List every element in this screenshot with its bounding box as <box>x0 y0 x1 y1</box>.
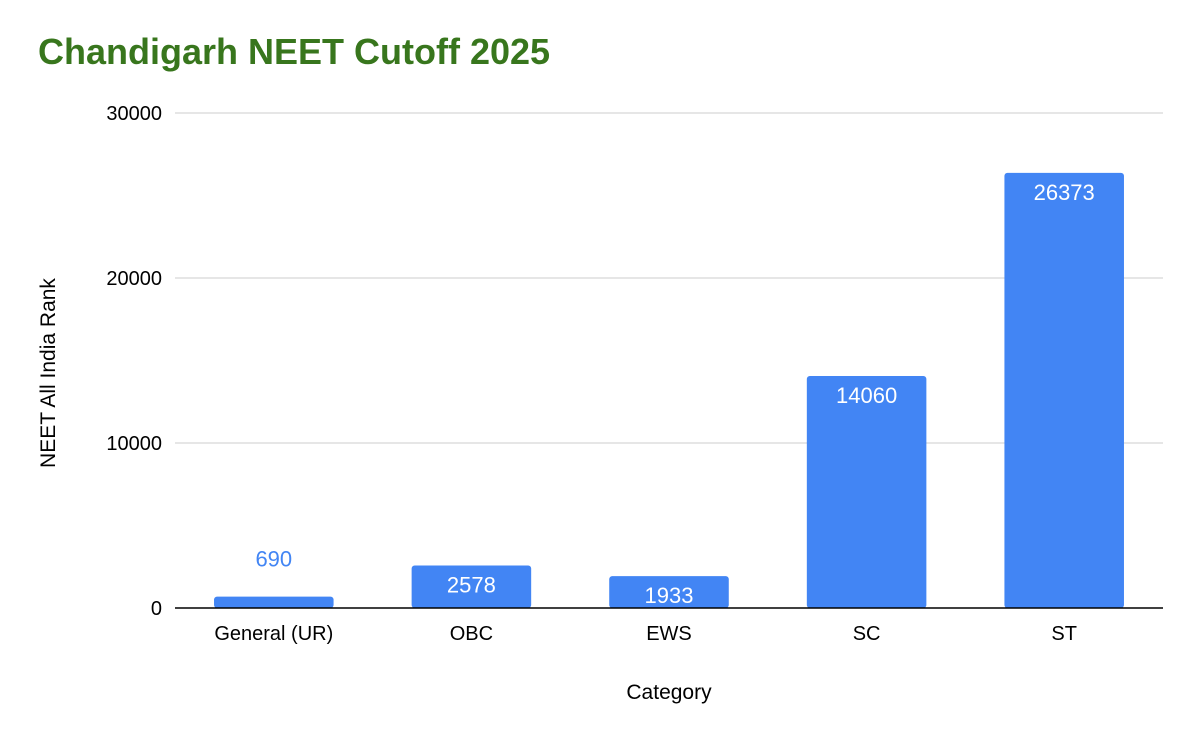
bar <box>411 565 532 608</box>
x-tick-label: General (UR) <box>214 623 333 645</box>
data-label: 1933 <box>645 583 694 608</box>
y-tick-label: 30000 <box>106 103 162 125</box>
x-axis-ticks: General (UR) OBC EWS SC ST <box>214 623 1077 645</box>
data-label: 26373 <box>1034 180 1095 205</box>
bar <box>806 376 927 608</box>
x-tick-label: EWS <box>646 623 692 645</box>
x-tick-label: SC <box>853 623 881 645</box>
x-axis-title: Category <box>626 681 712 704</box>
chart-title: Chandigarh NEET Cutoff 2025 <box>38 31 551 72</box>
x-tick-label: ST <box>1051 623 1077 645</box>
bar <box>1004 172 1124 608</box>
data-label: 690 <box>255 547 292 572</box>
y-tick-label: 20000 <box>106 268 162 290</box>
bar <box>214 596 334 608</box>
data-label: 2578 <box>447 572 496 597</box>
gridlines <box>175 112 1163 444</box>
y-axis-title: NEET All India Rank <box>37 278 60 468</box>
y-tick-label: 0 <box>151 598 162 620</box>
y-axis-ticks: 0 10000 20000 30000 <box>106 103 162 620</box>
bars: 690 2578 1933 14060 26373 <box>214 172 1124 608</box>
data-label: 14060 <box>836 383 897 408</box>
x-tick-label: OBC <box>450 623 493 645</box>
bar <box>609 576 729 608</box>
y-tick-label: 10000 <box>106 433 162 455</box>
